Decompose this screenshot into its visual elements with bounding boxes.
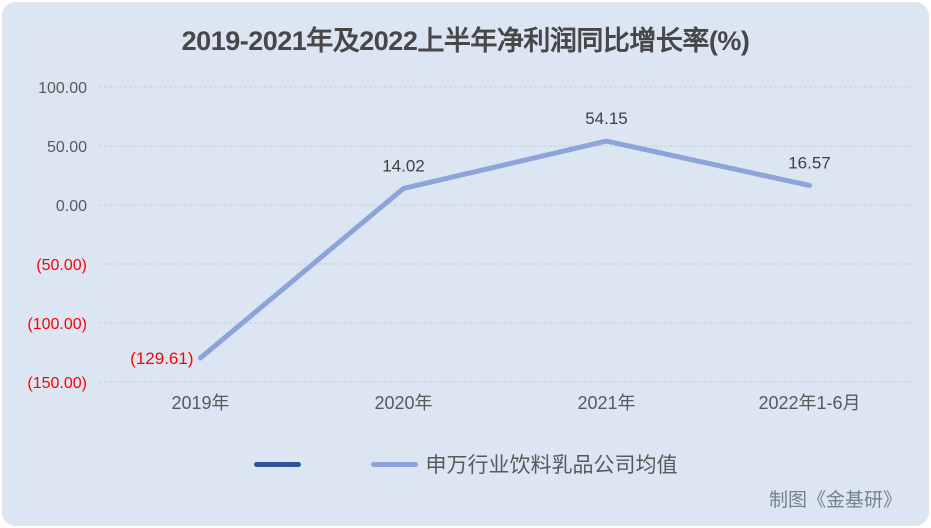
series-line: [198, 138, 812, 361]
data-label: 14.02: [382, 156, 425, 175]
y-axis-tick-label: (100.00): [27, 316, 87, 333]
legend: 申万行业饮料乳品公司均值: [3, 449, 928, 479]
y-axis-tick-label: 0.00: [56, 198, 87, 215]
y-axis-tick-label: (150.00): [27, 375, 87, 392]
legend-label-sw-industry-average: 申万行业饮料乳品公司均值: [425, 454, 678, 477]
x-axis-tick-label: 2022年1-6月: [758, 393, 860, 413]
x-axis-tick-label: 2020年: [374, 393, 432, 413]
y-axis-tick-label: (50.00): [36, 257, 87, 274]
legend-item-series-1: [253, 461, 309, 467]
credit-text: 制图《金基研》: [768, 490, 902, 511]
legend-line-swatch-periwinkle: [370, 461, 418, 467]
data-label: (129.61): [130, 349, 193, 368]
y-axis-tick-label: 100.00: [38, 80, 87, 97]
data-label: 54.15: [585, 109, 628, 128]
x-axis-tick-label: 2019年: [171, 393, 229, 413]
legend-line-swatch-dark-blue: [253, 461, 301, 467]
legend-item-sw-industry-average: 申万行业饮料乳品公司均值: [370, 449, 678, 479]
x-axis-tick-label: 2021年: [577, 393, 635, 413]
chart-title: 2019-2021年及2022上半年净利润同比增长率(%): [181, 26, 750, 56]
chart-canvas: 100.00 50.00 0.00 (50.00) (100.00) (150.00) 20…: [27, 80, 911, 413]
y-axis-tick-label: 50.00: [47, 139, 87, 156]
data-label: 16.57: [788, 153, 831, 172]
